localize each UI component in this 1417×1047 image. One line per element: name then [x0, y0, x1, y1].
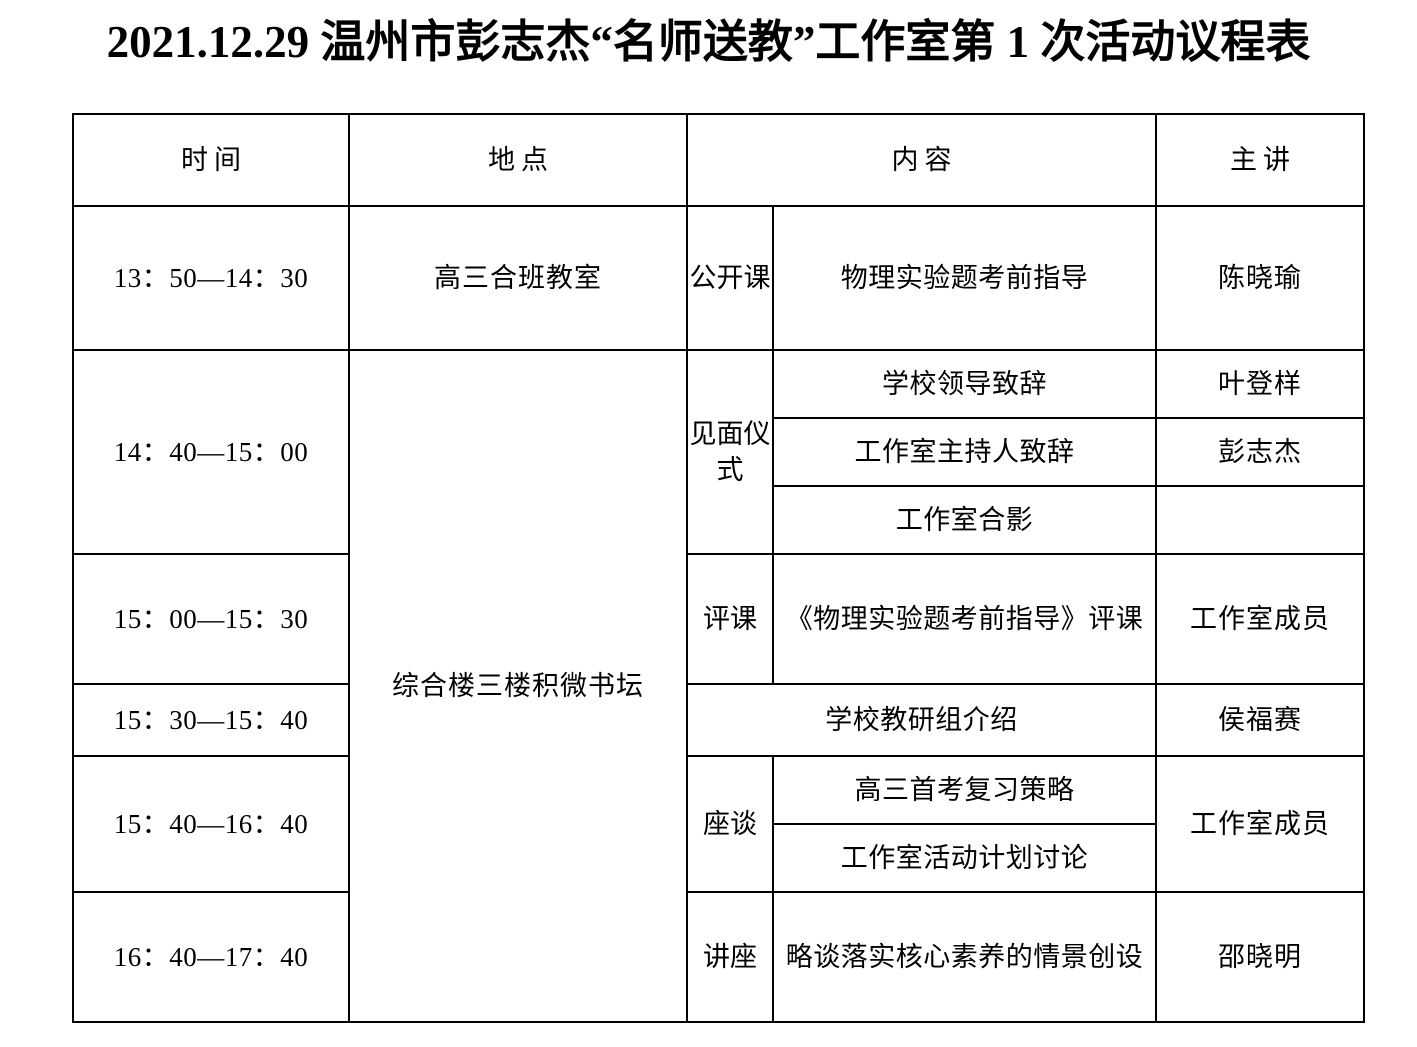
column-header-speaker: 主讲 [1155, 113, 1365, 207]
cell-content: 工作室主持人致辞 [772, 417, 1157, 487]
cell-speaker: 工作室成员 [1155, 755, 1365, 893]
cell-time: 15：30—15：40 [72, 683, 350, 757]
cell-content: 学校教研组介绍 [686, 683, 1157, 757]
cell-place: 综合楼三楼积微书坛 [348, 349, 688, 1023]
column-header-content: 内容 [686, 113, 1157, 207]
page-title: 2021.12.29 温州市彭志杰“名师送教”工作室第 1 次活动议程表 [106, 17, 1311, 67]
cell-speaker: 陈晓瑜 [1155, 205, 1365, 351]
table-row: 15：30—15：40 学校教研组介绍 侯福赛 [72, 683, 1365, 757]
cell-kind: 评课 [686, 553, 774, 685]
cell-speaker: 彭志杰 [1155, 417, 1365, 487]
table-row: 14：40—15：00 综合楼三楼积微书坛 见面仪式 学校领导致辞 叶登样 [72, 349, 1365, 1023]
table-row: 15：00—15：30 评课 《物理实验题考前指导》评课 工作室成员 [72, 553, 1365, 685]
column-header-place: 地点 [348, 113, 688, 207]
cell-time: 14：40—15：00 [72, 349, 350, 555]
cell-speaker: 工作室成员 [1155, 553, 1365, 685]
cell-content: 《物理实验题考前指导》评课 [772, 553, 1157, 685]
cell-kind: 讲座 [686, 891, 774, 1023]
cell-speaker: 叶登样 [1155, 349, 1365, 419]
kind-label-vertical: 讲座 [703, 942, 757, 972]
column-header-time: 时间 [72, 113, 350, 207]
table-row: 工作室主持人致辞 彭志杰 [73, 417, 1365, 487]
table-row: 工作室活动计划讨论 [73, 823, 1364, 893]
table-row: 13：50—14：30 高三合班教室 公开课 物理实验题考前指导 陈晓瑜 [72, 205, 1365, 351]
cell-time: 15：00—15：30 [72, 553, 350, 685]
cell-content: 学校领导致辞 [772, 349, 1157, 419]
cell-time: 13：50—14：30 [72, 205, 350, 351]
table-row: 15：40—16：40 座谈 高三首考复习策略 工作室成员 [72, 755, 1365, 893]
cell-content: 物理实验题考前指导 [772, 205, 1157, 351]
cell-content: 高三首考复习策略 [772, 755, 1157, 825]
agenda-table: 时间 地点 内容 主讲 13：50—14：30 高三合班教室 公开课 物理实验题… [72, 113, 1365, 1023]
table-row: 工作室合影 [73, 485, 1365, 555]
table-row: 16：40—17：40 讲座 略谈落实核心素养的情景创设 邵晓明 [72, 891, 1365, 1023]
cell-speaker: 邵晓明 [1155, 891, 1365, 1023]
cell-place: 高三合班教室 [348, 205, 688, 351]
kind-label-vertical: 座谈 [703, 809, 757, 839]
agenda-table-wrapper: 时间 地点 内容 主讲 13：50—14：30 高三合班教室 公开课 物理实验题… [72, 113, 1365, 1023]
table-header-row: 时间 地点 内容 主讲 [72, 113, 1365, 207]
kind-label-vertical: 见面仪式 [689, 419, 771, 485]
cell-speaker: 侯福赛 [1155, 683, 1365, 757]
cell-time: 15：40—16：40 [72, 755, 350, 893]
cell-content: 工作室活动计划讨论 [772, 823, 1157, 893]
cell-kind: 公开课 [686, 205, 774, 351]
kind-label-vertical: 公开课 [689, 263, 771, 293]
cell-kind: 见面仪式 [686, 349, 774, 555]
cell-content: 略谈落实核心素养的情景创设 [772, 891, 1157, 1023]
cell-time: 16：40—17：40 [72, 891, 350, 1023]
kind-label-vertical: 评课 [703, 604, 757, 634]
cell-speaker [1155, 485, 1365, 555]
cell-content: 工作室合影 [772, 485, 1157, 555]
cell-kind: 座谈 [686, 755, 774, 893]
